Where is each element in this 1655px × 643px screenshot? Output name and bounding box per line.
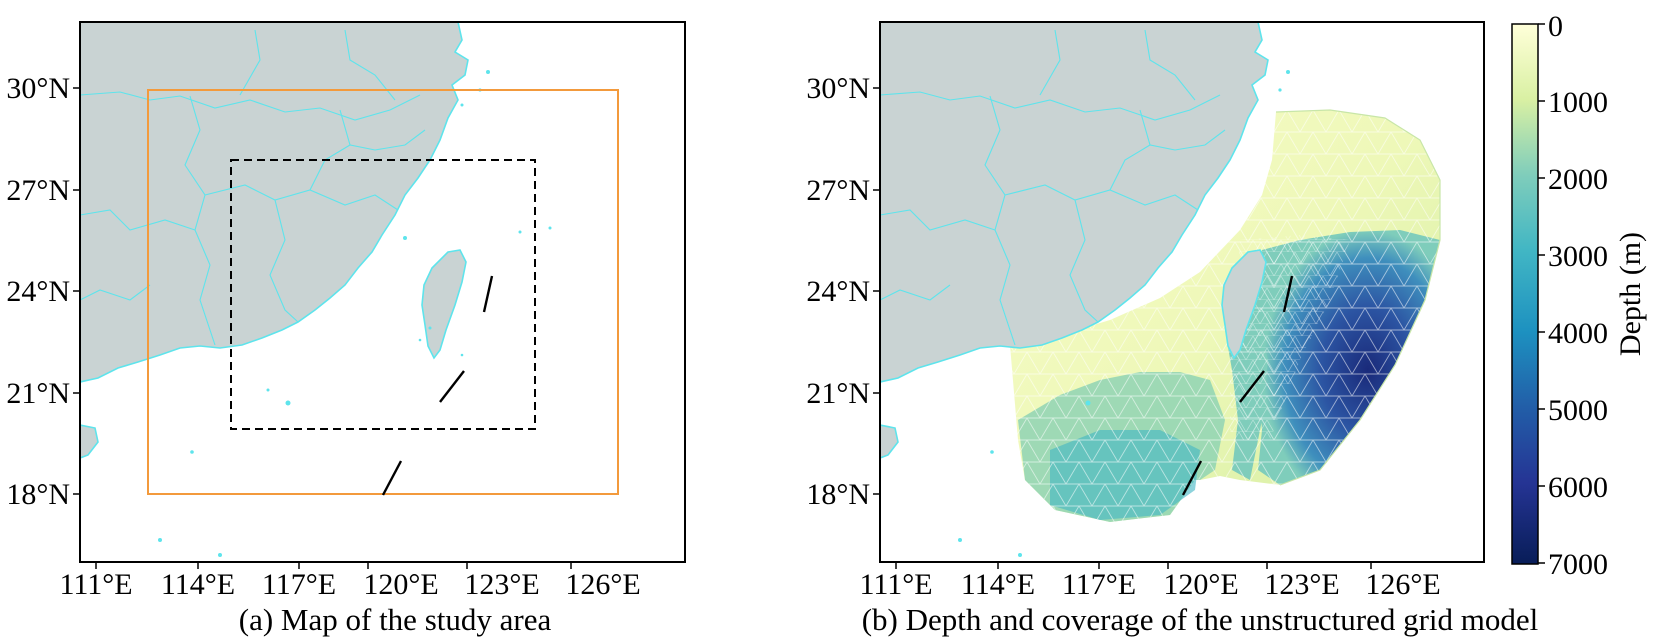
caption-b: (b) Depth and coverage of the unstructur…: [862, 602, 1539, 637]
colorbar-tick-label: 6000: [1548, 471, 1608, 504]
x-tick-label: 117°E: [1062, 568, 1136, 601]
colorbar-title: Depth (m): [1614, 232, 1647, 356]
colorbar-tick-label: 3000: [1548, 240, 1608, 273]
map-panel-a: [80, 22, 685, 562]
y-tick-label: 27°N: [806, 174, 870, 207]
x-tick-label: 114°E: [961, 568, 1035, 601]
y-tick-label: 27°N: [6, 174, 70, 207]
map-panel-b: [880, 22, 1484, 562]
x-tick-label: 126°E: [1365, 568, 1440, 601]
x-tick-label: 123°E: [464, 568, 539, 601]
colorbar-tick-label: 2000: [1548, 163, 1608, 196]
y-tick-label: 30°N: [806, 72, 870, 105]
x-tick-label: 126°E: [565, 568, 640, 601]
colorbar-tick-label: 1000: [1548, 86, 1608, 119]
y-tick-label: 24°N: [806, 275, 870, 308]
x-tick-label: 117°E: [262, 568, 336, 601]
depth-colorbar: 0 1000 2000 3000 4000 5000 6000 7000 Dep…: [1512, 10, 1647, 581]
colorbar-ticks: [1538, 24, 1545, 563]
x-tick-label: 120°E: [363, 568, 438, 601]
caption-a: (a) Map of the study area: [239, 602, 552, 637]
x-tick-label: 120°E: [1163, 568, 1238, 601]
y-tick-label: 30°N: [6, 72, 70, 105]
x-tick-label: 111°E: [59, 568, 132, 601]
y-ticks-b: [873, 88, 880, 494]
colorbar-gradient: [1512, 24, 1538, 564]
x-tick-label: 114°E: [161, 568, 235, 601]
colorbar-tick-label: 7000: [1548, 548, 1608, 581]
y-tick-label: 21°N: [806, 377, 870, 410]
x-tick-label: 123°E: [1264, 568, 1339, 601]
y-tick-label: 21°N: [6, 377, 70, 410]
x-tick-label: 111°E: [859, 568, 932, 601]
colorbar-tick-label: 4000: [1548, 317, 1608, 350]
colorbar-tick-label: 0: [1548, 10, 1563, 43]
y-tick-label: 24°N: [6, 275, 70, 308]
y-tick-label: 18°N: [6, 478, 70, 511]
colorbar-tick-label: 5000: [1548, 394, 1608, 427]
y-tick-label: 18°N: [806, 478, 870, 511]
y-ticks-a: [73, 88, 80, 494]
